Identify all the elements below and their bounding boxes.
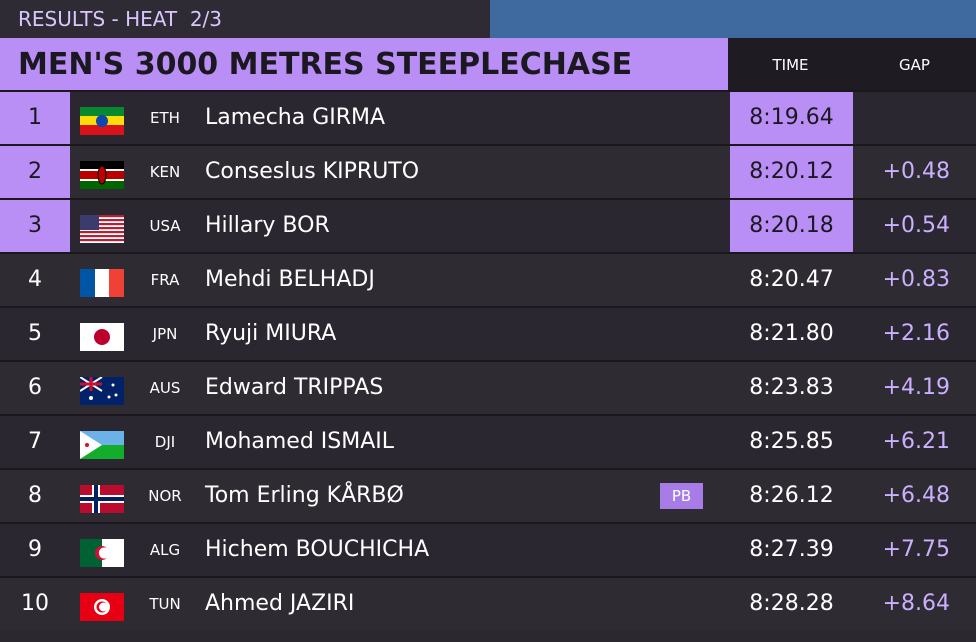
athlete-name: Lamecha GIRMA bbox=[205, 105, 386, 130]
rank: 7 bbox=[28, 429, 42, 454]
result-row: 3 USA Hillary BOR 8:20.18 +0.54 bbox=[0, 198, 976, 252]
flag bbox=[80, 590, 124, 621]
rank: 3 bbox=[0, 200, 70, 252]
country-code: NOR bbox=[148, 487, 182, 505]
flag bbox=[80, 266, 124, 297]
rank: 9 bbox=[28, 537, 42, 562]
gap-header: GAP bbox=[853, 38, 976, 90]
result-row: 10 TUN Ahmed JAZIRI 8:28.28 +8.64 bbox=[0, 576, 976, 630]
rank: 2 bbox=[0, 146, 70, 198]
result-row: 9 ALG Hichem BOUCHICHA 8:27.39 +7.75 bbox=[0, 522, 976, 576]
rank: 8 bbox=[28, 483, 42, 508]
flag bbox=[80, 536, 124, 567]
flag-icon bbox=[80, 323, 124, 351]
time: 8:21.80 bbox=[749, 321, 834, 346]
time: 8:26.12 bbox=[749, 483, 834, 508]
pb-badge: PB bbox=[660, 483, 703, 509]
flag-icon bbox=[80, 161, 124, 189]
heat-label: RESULTS - HEAT 2/3 bbox=[0, 0, 490, 38]
flag-icon bbox=[80, 107, 124, 135]
event-title: MEN'S 3000 METRES STEEPLECHASE bbox=[0, 38, 728, 90]
rank: 10 bbox=[21, 591, 49, 616]
athlete-name: Hillary BOR bbox=[205, 213, 330, 238]
rank: 4 bbox=[28, 267, 42, 292]
country-code: JPN bbox=[152, 325, 178, 343]
time: 8:25.85 bbox=[749, 429, 834, 454]
athlete-name: Conseslus KIPRUTO bbox=[205, 159, 420, 184]
country-code: KEN bbox=[149, 163, 181, 181]
gap: +0.83 bbox=[882, 267, 950, 292]
result-row: 6 AUS Edward TRIPPAS 8:23.83 +4.19 bbox=[0, 360, 976, 414]
time-header: TIME bbox=[728, 38, 853, 90]
flag bbox=[80, 158, 124, 189]
flag-icon bbox=[80, 485, 124, 513]
result-row: 2 KEN Conseslus KIPRUTO 8:20.12 +0.48 bbox=[0, 144, 976, 198]
gap: +2.16 bbox=[882, 321, 950, 346]
gap: +0.48 bbox=[882, 159, 950, 184]
result-row: 5 JPN Ryuji MIURA 8:21.80 +2.16 bbox=[0, 306, 976, 360]
flag-icon bbox=[80, 593, 124, 621]
flag bbox=[80, 320, 124, 351]
time: 8:28.28 bbox=[749, 591, 834, 616]
flag bbox=[80, 212, 124, 243]
rank: 5 bbox=[28, 321, 42, 346]
country-code: AUS bbox=[149, 379, 181, 397]
flag bbox=[80, 482, 124, 513]
country-code: USA bbox=[149, 217, 181, 235]
athlete-name: Hichem BOUCHICHA bbox=[205, 537, 430, 562]
country-code: TUN bbox=[149, 595, 181, 613]
time: 8:20.12 bbox=[730, 146, 853, 198]
athlete-name: Edward TRIPPAS bbox=[205, 375, 384, 400]
gap: +6.48 bbox=[882, 483, 950, 508]
result-row: 7 DJI Mohamed ISMAIL 8:25.85 +6.21 bbox=[0, 414, 976, 468]
flag bbox=[80, 428, 124, 459]
gap: +6.21 bbox=[882, 429, 950, 454]
country-code: ETH bbox=[150, 109, 180, 127]
result-row: 1 ETH Lamecha GIRMA 8:19.64 bbox=[0, 90, 976, 144]
flag-icon bbox=[80, 539, 124, 567]
gap: +0.54 bbox=[882, 213, 950, 238]
gap: +8.64 bbox=[882, 591, 950, 616]
time: 8:27.39 bbox=[749, 537, 834, 562]
country-code: FRA bbox=[150, 271, 180, 289]
rank: 6 bbox=[28, 375, 42, 400]
background bbox=[490, 0, 976, 38]
flag-icon bbox=[79, 376, 124, 405]
gap: +4.19 bbox=[882, 375, 950, 400]
flag-icon bbox=[80, 215, 124, 243]
time: 8:20.47 bbox=[749, 267, 834, 292]
result-row: 4 FRA Mehdi BELHADJ 8:20.47 +0.83 bbox=[0, 252, 976, 306]
country-code: DJI bbox=[154, 433, 176, 451]
time: 8:20.18 bbox=[730, 200, 853, 252]
flag bbox=[80, 104, 124, 135]
flag bbox=[79, 374, 124, 405]
gap: +7.75 bbox=[882, 537, 950, 562]
time: 8:19.64 bbox=[730, 92, 853, 144]
athlete-name: Mehdi BELHADJ bbox=[205, 267, 375, 292]
rank: 1 bbox=[0, 92, 70, 144]
time: 8:23.83 bbox=[749, 375, 834, 400]
country-code: ALG bbox=[149, 541, 181, 559]
flag-icon bbox=[80, 269, 124, 297]
result-row: 8 NOR Tom Erling KÅRBØ PB 8:26.12 +6.48 bbox=[0, 468, 976, 522]
athlete-name: Ryuji MIURA bbox=[205, 321, 337, 346]
athlete-name: Mohamed ISMAIL bbox=[205, 429, 395, 454]
flag-icon bbox=[80, 431, 124, 459]
athlete-name: Tom Erling KÅRBØ bbox=[205, 483, 404, 508]
athlete-name: Ahmed JAZIRI bbox=[205, 591, 355, 616]
